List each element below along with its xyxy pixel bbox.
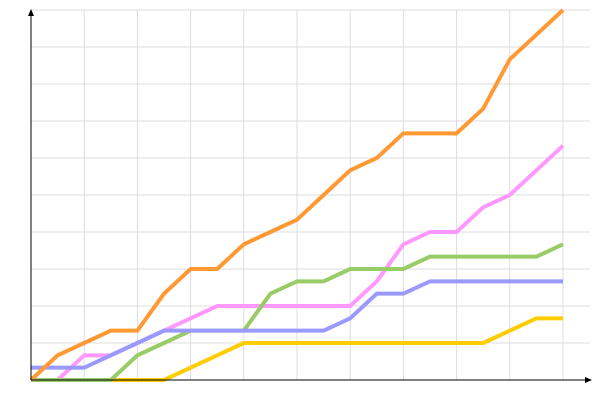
series-line-4 [29,8,565,382]
axes [28,9,592,383]
series-line-3 [31,279,563,370]
x-axis-arrow-icon [585,377,592,383]
y-axis-arrow-icon [28,9,34,16]
grid [31,9,590,380]
series-line-2 [31,242,564,382]
